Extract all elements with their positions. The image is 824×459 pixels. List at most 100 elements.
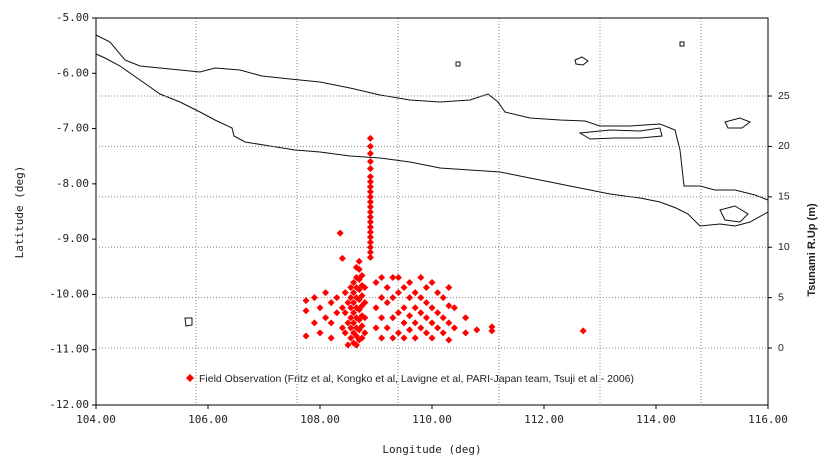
data-point — [366, 203, 374, 211]
data-point — [344, 319, 352, 327]
data-point — [358, 292, 366, 300]
x-tick-label: 108.00 — [300, 413, 340, 426]
data-point — [347, 334, 355, 342]
data-point — [366, 223, 374, 231]
data-point — [302, 297, 310, 305]
y2-tick-label: 20 — [778, 140, 790, 152]
data-point — [372, 279, 380, 287]
data-point — [417, 294, 425, 302]
x-tick-label: 116.00 — [748, 413, 788, 426]
data-point — [378, 294, 386, 302]
data-point — [579, 327, 587, 335]
data-point — [383, 324, 391, 332]
data-point — [378, 314, 386, 322]
data-point — [361, 299, 369, 307]
data-point — [394, 329, 402, 337]
y2-tick-label: 10 — [778, 241, 790, 253]
y-tick-label: -10.00 — [49, 287, 89, 300]
data-point — [344, 341, 352, 349]
data-point — [350, 299, 358, 307]
data-point — [366, 142, 374, 150]
data-point — [358, 322, 366, 330]
data-point — [406, 312, 414, 320]
data-point — [361, 314, 369, 322]
data-point — [310, 319, 318, 327]
data-point — [411, 319, 419, 327]
data-point — [344, 299, 352, 307]
data-point — [411, 304, 419, 312]
data-point — [366, 233, 374, 241]
data-point — [316, 329, 324, 337]
data-point — [336, 229, 344, 237]
data-point — [347, 284, 355, 292]
x-tick-label: 112.00 — [524, 413, 564, 426]
data-point — [341, 309, 349, 317]
data-point — [445, 336, 453, 344]
data-point — [366, 208, 374, 216]
data-point — [406, 279, 414, 287]
x-axis-title: Longitude (deg) — [382, 443, 481, 456]
y-tick-label: -8.00 — [56, 177, 89, 190]
data-point — [366, 158, 374, 166]
data-point — [338, 324, 346, 332]
data-point — [333, 294, 341, 302]
data-point — [341, 329, 349, 337]
x-tick-label: 114.00 — [636, 413, 676, 426]
data-point — [434, 289, 442, 297]
y-tick-label: -12.00 — [49, 398, 89, 411]
y-tick-label: -9.00 — [56, 232, 89, 245]
data-point — [417, 309, 425, 317]
data-point — [378, 334, 386, 342]
data-point — [417, 273, 425, 281]
data-point — [366, 134, 374, 142]
data-point — [372, 324, 380, 332]
data-point — [389, 314, 397, 322]
data-point — [406, 326, 414, 334]
data-point — [310, 294, 318, 302]
legend-label: Field Observation (Fritz et al, Kongko e… — [199, 373, 634, 385]
data-point — [350, 309, 358, 317]
data-point — [327, 319, 335, 327]
data-point — [428, 319, 436, 327]
data-point — [400, 319, 408, 327]
x-tick-label: 106.00 — [188, 413, 228, 426]
data-point — [445, 319, 453, 327]
data-point — [322, 314, 330, 322]
data-point — [439, 294, 447, 302]
data-point — [366, 193, 374, 201]
data-point — [302, 307, 310, 315]
data-point — [462, 314, 470, 322]
data-point — [445, 284, 453, 292]
data-point — [366, 213, 374, 221]
data-point — [366, 165, 374, 173]
data-point — [333, 309, 341, 317]
data-point — [439, 314, 447, 322]
data-point — [372, 304, 380, 312]
data-point — [316, 304, 324, 312]
data-point — [347, 304, 355, 312]
data-point — [383, 299, 391, 307]
data-point — [400, 304, 408, 312]
data-point — [338, 304, 346, 312]
y-axis-title: Latitude (deg) — [13, 166, 26, 259]
data-point — [422, 329, 430, 337]
data-point — [366, 149, 374, 157]
y2-tick-label: 15 — [778, 191, 790, 203]
y2-tick-label: 25 — [778, 90, 790, 102]
x-tick-label: 104.00 — [76, 413, 116, 426]
data-point — [428, 304, 436, 312]
data-point — [428, 334, 436, 342]
data-point — [394, 289, 402, 297]
data-point — [406, 294, 414, 302]
data-point — [417, 324, 425, 332]
data-point — [358, 271, 366, 279]
data-point — [347, 294, 355, 302]
data-point — [439, 329, 447, 337]
data-point — [462, 329, 470, 337]
data-point — [327, 299, 335, 307]
data-point — [411, 289, 419, 297]
data-point — [355, 257, 363, 265]
data-point — [394, 309, 402, 317]
